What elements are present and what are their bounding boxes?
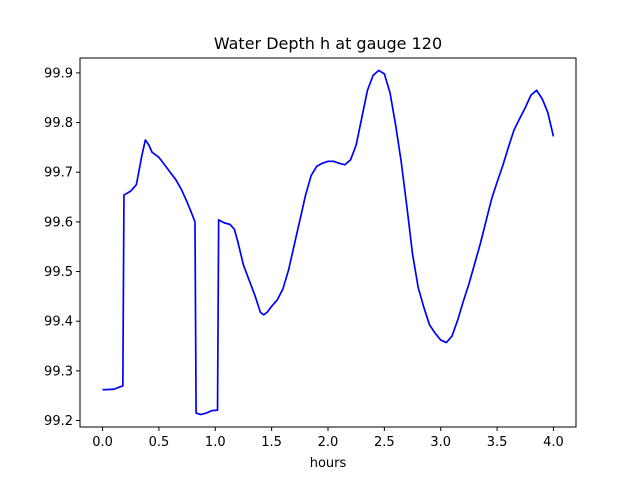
y-tick-label: 99.4 <box>44 315 73 330</box>
y-tick-label: 99.2 <box>44 414 73 429</box>
x-tick-label: 0.5 <box>149 435 170 450</box>
chart-title: Water Depth h at gauge 120 <box>214 34 442 53</box>
x-tick-label: 4.0 <box>543 435 564 450</box>
y-axis: 99.2 99.3 99.4 99.5 99.6 99.7 99.8 99.9 <box>44 66 80 429</box>
x-tick-label: 2.0 <box>318 435 339 450</box>
x-tick-label: 0.0 <box>92 435 113 450</box>
y-tick-label: 99.8 <box>44 116 73 131</box>
x-axis: 0.0 0.5 1.0 1.5 2.0 2.5 3.0 3.5 4.0 <box>92 427 564 450</box>
y-tick-label: 99.3 <box>44 364 73 379</box>
x-tick-label: 3.5 <box>487 435 508 450</box>
x-tick-label: 1.0 <box>205 435 226 450</box>
y-tick-label: 99.7 <box>44 166 73 181</box>
series-line-water-depth <box>102 69 555 416</box>
x-axis-label: hours <box>310 456 347 471</box>
x-tick-label: 2.5 <box>374 435 395 450</box>
y-tick-label: 99.9 <box>44 66 73 81</box>
y-tick-label: 99.6 <box>44 215 73 230</box>
x-tick-label: 3.0 <box>430 435 451 450</box>
x-tick-label: 1.5 <box>261 435 282 450</box>
y-tick-label: 99.5 <box>44 265 73 280</box>
